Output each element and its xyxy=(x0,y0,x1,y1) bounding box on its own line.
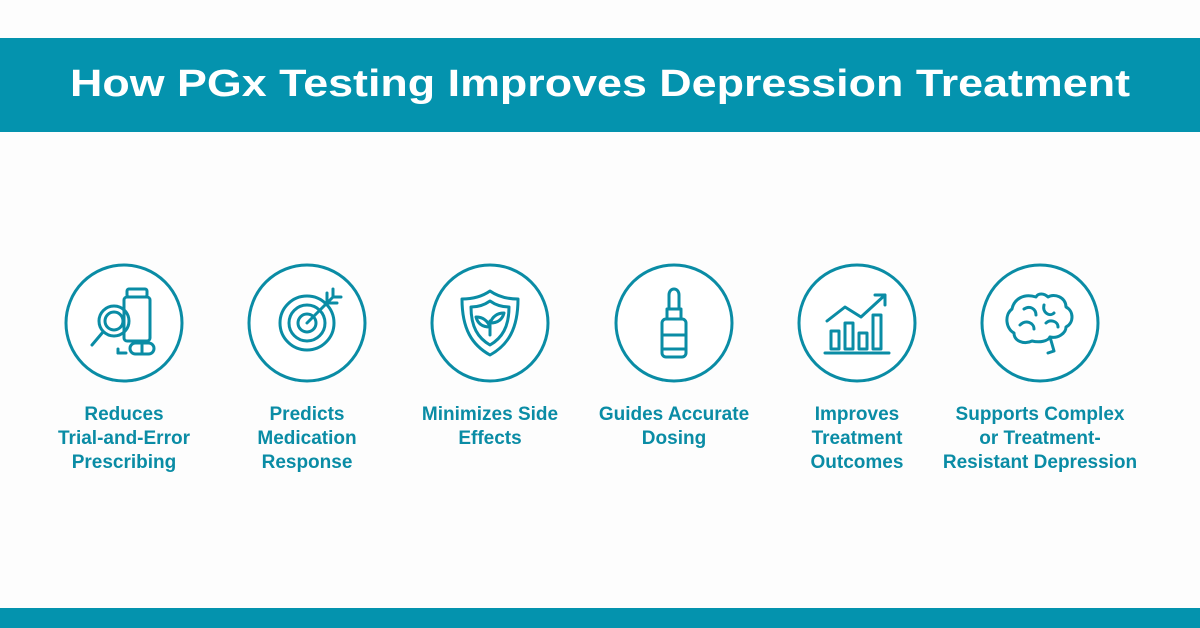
icon-dropper xyxy=(660,287,688,359)
item-label: Effects xyxy=(458,428,521,449)
item-label: Treatment xyxy=(812,428,903,449)
item-label: Minimizes Side xyxy=(422,404,558,425)
item-label: or Treatment- xyxy=(979,428,1100,449)
item-label: Response xyxy=(262,452,353,473)
item-label: Dosing xyxy=(642,428,706,449)
item-label: Trial-and-Error xyxy=(58,428,191,449)
item-label: Improves xyxy=(815,404,899,425)
icon-brain xyxy=(1005,292,1074,355)
item-label: Resistant Depression xyxy=(943,452,1137,473)
title-band xyxy=(0,38,1200,132)
footer-band xyxy=(0,608,1200,628)
item-label: Predicts xyxy=(270,404,345,425)
icon-circle xyxy=(980,263,1100,383)
title: How PGx Testing Improves Depression Trea… xyxy=(70,63,1130,105)
icon-target xyxy=(278,287,343,352)
icon-growth-chart xyxy=(823,293,891,355)
item-label: Medication xyxy=(257,428,356,449)
item-label: Outcomes xyxy=(811,452,904,473)
item-label: Prescribing xyxy=(72,452,177,473)
icon-circle xyxy=(614,263,734,383)
icon-shield-leaf xyxy=(460,289,520,357)
item-label: Supports Complex xyxy=(956,404,1125,425)
item-label: Reduces xyxy=(84,404,163,425)
icon-magnifier-bottle xyxy=(90,287,156,356)
item-label: Guides Accurate xyxy=(599,404,749,425)
icon-circle xyxy=(797,263,917,383)
